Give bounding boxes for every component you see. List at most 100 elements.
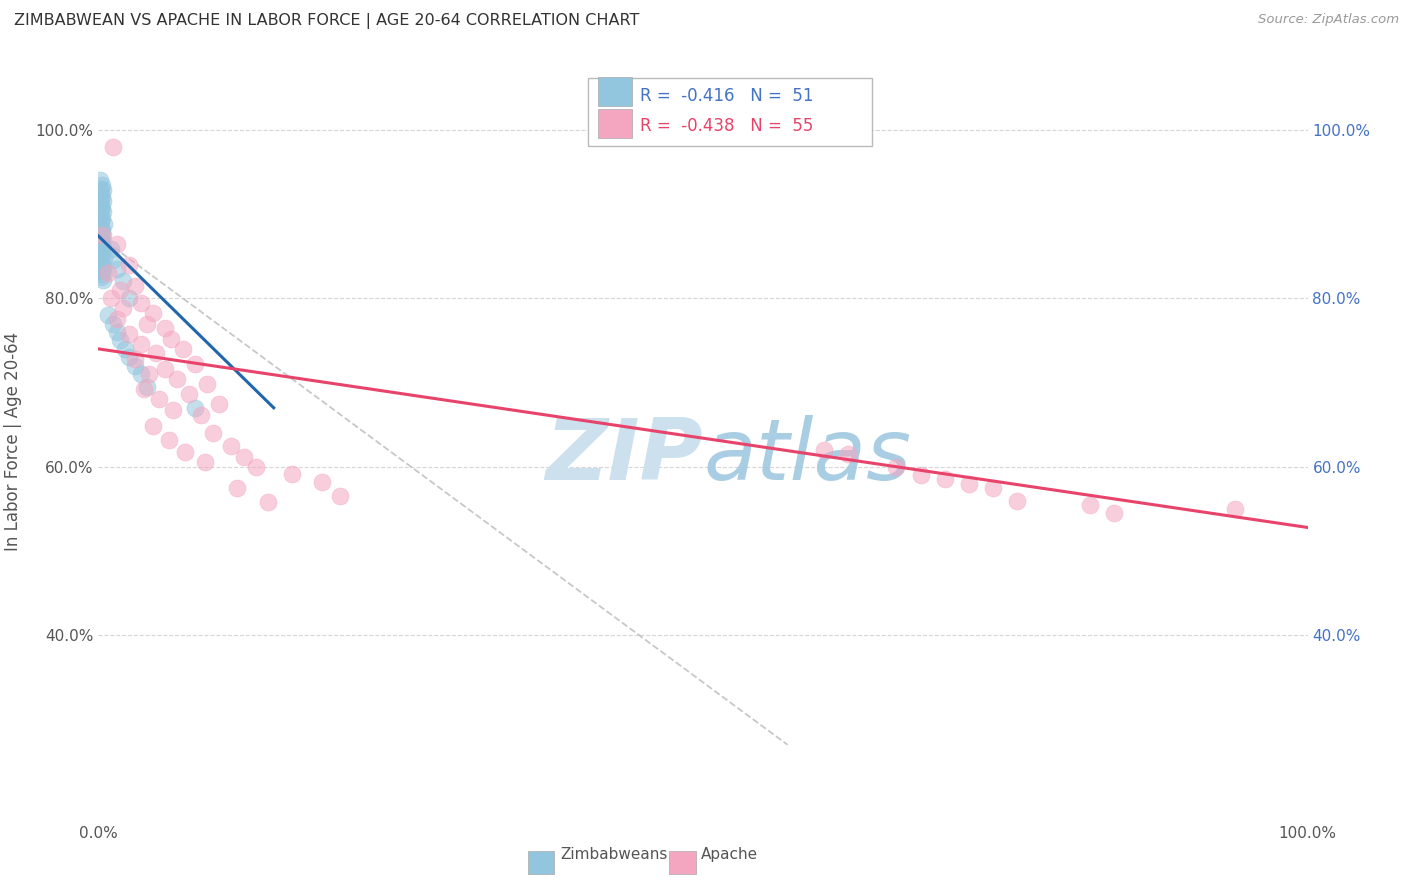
FancyBboxPatch shape [669, 851, 696, 874]
Point [934, 473, 956, 487]
Point [93, 251, 115, 265]
Point [172, 342, 194, 356]
Point [91, 178, 114, 192]
Text: atlas: atlas [703, 415, 911, 499]
Text: Apache: Apache [700, 847, 758, 863]
Point [91, 205, 114, 219]
Point [134, 382, 156, 396]
Point [100, 243, 122, 257]
Point [1078, 498, 1101, 512]
Point [129, 336, 152, 351]
Point [90, 260, 112, 274]
FancyBboxPatch shape [598, 77, 631, 105]
Point [174, 444, 197, 458]
Point [162, 402, 184, 417]
Point [837, 447, 859, 461]
Point [91, 194, 114, 209]
FancyBboxPatch shape [527, 851, 554, 874]
Point [124, 278, 146, 293]
Point [89, 173, 111, 187]
Point [138, 367, 160, 381]
Point [91, 184, 114, 198]
Point [153, 321, 176, 335]
Point [813, 442, 835, 457]
Point [232, 450, 254, 464]
Point [142, 306, 165, 320]
Point [1102, 506, 1125, 520]
Point [91, 233, 114, 247]
Point [148, 392, 170, 407]
Text: ZIP: ZIP [546, 415, 703, 499]
Point [91, 239, 114, 253]
Point [100, 291, 122, 305]
Point [202, 426, 225, 441]
Point [118, 258, 141, 272]
Point [145, 346, 167, 360]
Point [957, 476, 980, 491]
Point [124, 351, 146, 366]
Point [91, 245, 114, 260]
Point [90, 236, 112, 251]
Point [105, 312, 128, 326]
Point [91, 273, 114, 287]
Point [118, 326, 141, 341]
Point [135, 380, 157, 394]
Point [184, 401, 207, 415]
Point [90, 182, 112, 196]
Text: R =  -0.416   N =  51: R = -0.416 N = 51 [640, 87, 814, 104]
Point [208, 397, 231, 411]
Point [105, 236, 128, 251]
Point [105, 325, 128, 339]
Point [245, 459, 267, 474]
Point [90, 270, 112, 285]
Point [90, 247, 112, 261]
Point [90, 192, 112, 206]
Point [281, 467, 304, 481]
Point [90, 226, 112, 240]
Point [90, 214, 112, 228]
Point [179, 387, 201, 401]
Point [89, 186, 111, 200]
Point [91, 211, 114, 226]
Text: Source: ZipAtlas.com: Source: ZipAtlas.com [1258, 13, 1399, 27]
Point [153, 362, 176, 376]
Point [981, 481, 1004, 495]
FancyBboxPatch shape [598, 109, 631, 137]
Point [190, 408, 212, 422]
Point [91, 256, 114, 270]
Point [160, 332, 183, 346]
Point [91, 261, 114, 276]
Point [910, 468, 932, 483]
Point [89, 264, 111, 278]
Point [89, 230, 111, 244]
Point [118, 291, 141, 305]
Point [91, 222, 114, 236]
Point [329, 489, 352, 503]
Point [97, 266, 120, 280]
Y-axis label: In Labor Force | Age 20-64: In Labor Force | Age 20-64 [4, 332, 21, 551]
Point [886, 459, 908, 474]
FancyBboxPatch shape [588, 78, 872, 145]
Point [101, 139, 124, 153]
Point [91, 188, 114, 202]
Point [221, 439, 243, 453]
Point [157, 433, 180, 447]
Point [1007, 493, 1029, 508]
Point [184, 357, 207, 371]
Point [89, 253, 111, 268]
Point [108, 283, 131, 297]
Point [97, 308, 120, 322]
Point [101, 317, 124, 331]
Point [89, 219, 111, 234]
Point [89, 209, 111, 223]
Point [1223, 502, 1246, 516]
Point [91, 200, 114, 214]
Point [118, 351, 141, 365]
Point [195, 377, 218, 392]
Point [135, 317, 157, 331]
Point [129, 367, 152, 381]
Point [166, 372, 188, 386]
Point [101, 253, 124, 268]
Text: ZIMBABWEAN VS APACHE IN LABOR FORCE | AGE 20-64 CORRELATION CHART: ZIMBABWEAN VS APACHE IN LABOR FORCE | AG… [14, 13, 640, 29]
Point [311, 475, 333, 489]
